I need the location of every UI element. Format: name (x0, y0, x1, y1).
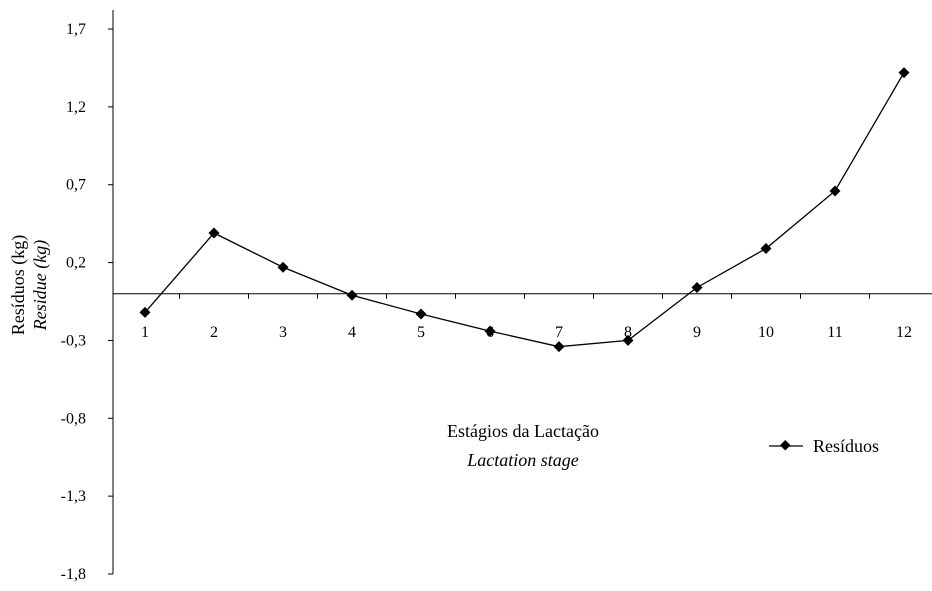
y-tick-label: 1,2 (66, 99, 86, 116)
y-axis-title-en: Residue (kg) (30, 240, 51, 331)
x-ticks: 123456789101112 (141, 293, 912, 341)
x-tick-label: 11 (827, 324, 842, 341)
x-tick-label: 12 (896, 324, 912, 341)
y-tick-label: -1,8 (61, 566, 86, 583)
x-tick-label: 5 (417, 324, 425, 341)
data-point (553, 341, 565, 353)
data-point (622, 334, 634, 346)
legend: Resíduos (769, 436, 879, 456)
x-tick-label: 2 (210, 324, 218, 341)
data-point (277, 261, 289, 273)
series-line (144, 72, 905, 348)
y-tick-label: -0,3 (61, 332, 86, 349)
y-tick-label: 0,2 (66, 255, 86, 272)
data-point (829, 185, 841, 197)
data-point (415, 308, 427, 320)
x-tick-label: 9 (693, 324, 701, 341)
y-axis-title: Resíduos (kg) (8, 235, 29, 336)
y-tick-label: -1,3 (61, 488, 86, 505)
x-tick-label: 8 (624, 324, 632, 341)
x-tick-label: 10 (758, 324, 774, 341)
legend-label: Resíduos (813, 436, 879, 456)
y-tick-label: -0,8 (61, 410, 86, 427)
data-point (139, 306, 151, 318)
data-point (898, 67, 910, 79)
data-point (691, 281, 703, 293)
legend-marker (779, 439, 791, 451)
y-tick-label: 0,7 (66, 177, 86, 194)
data-point (208, 227, 220, 239)
y-tick-label: 1,7 (66, 21, 86, 38)
y-ticks: 1,7 1,2 0,7 0,2 -0,3 -0,8 -1,3 -1,8 (61, 21, 113, 583)
data-point (346, 289, 358, 301)
x-tick-label: 1 (141, 324, 149, 341)
series (139, 67, 910, 353)
x-axis-title: Estágios da Lactação (447, 421, 599, 441)
data-point (484, 325, 496, 337)
x-tick-label: 4 (348, 324, 356, 341)
axes (112, 10, 932, 574)
x-tick-label: 3 (279, 324, 287, 341)
x-axis-title-en: Lactation stage (466, 450, 579, 470)
x-tick-label: 7 (555, 324, 563, 341)
data-point (760, 243, 772, 255)
